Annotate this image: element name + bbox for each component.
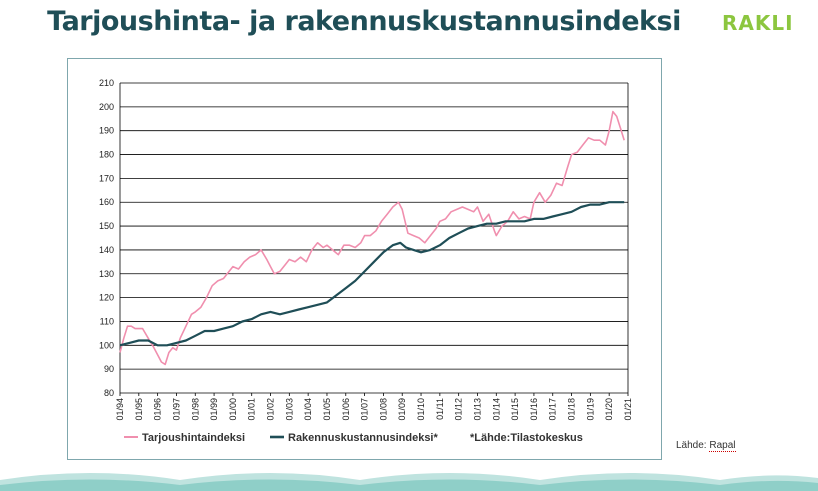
y-tick-label: 180 (99, 150, 114, 160)
x-tick-label: 01/95 (134, 398, 144, 421)
source-note-name: Rapal (709, 440, 736, 452)
x-tick-label: 01/97 (171, 398, 181, 421)
x-tick-label: 01/94 (115, 398, 125, 421)
y-tick-label: 80 (104, 388, 114, 398)
x-tick-label: 01/21 (623, 398, 633, 421)
x-tick-label: 01/14 (491, 398, 501, 421)
x-tick-label: 01/96 (153, 398, 163, 421)
slide-title: Tarjoushinta- ja rakennuskustannusindeks… (47, 6, 681, 37)
y-tick-label: 90 (104, 364, 114, 374)
y-tick-label: 200 (99, 102, 114, 112)
y-tick-label: 210 (99, 78, 114, 88)
x-tick-label: 01/02 (266, 398, 276, 421)
x-tick-label: 01/19 (585, 398, 595, 421)
series-line-2 (119, 201, 625, 347)
y-tick-label: 150 (99, 221, 114, 231)
x-tick-label: 01/13 (472, 398, 482, 421)
x-tick-label: 01/05 (322, 398, 332, 421)
x-tick-label: 01/16 (529, 398, 539, 421)
x-tick-label: 01/20 (604, 398, 614, 421)
y-tick-label: 130 (99, 269, 114, 279)
y-tick-label: 140 (99, 245, 114, 255)
x-tick-label: 01/06 (341, 398, 351, 421)
x-tick-label: 01/17 (548, 398, 558, 421)
x-tick-label: 01/10 (416, 398, 426, 421)
source-note-prefix: Lähde: (676, 440, 710, 451)
x-tick-label: 01/11 (435, 398, 445, 420)
y-tick-label: 120 (99, 293, 114, 303)
y-tick-label: 100 (99, 340, 114, 350)
x-tick-label: 01/01 (247, 398, 257, 421)
y-tick-label: 170 (99, 173, 114, 183)
x-tick-label: 01/18 (567, 398, 577, 421)
y-tick-label: 110 (100, 316, 114, 326)
series-line-1 (119, 110, 625, 366)
x-tick-label: 01/00 (228, 398, 238, 421)
chart-frame: 80 90 100 110 120 130 140 150 160 170 180 190 200 210… (67, 58, 662, 460)
x-tick-label: 01/09 (397, 398, 407, 421)
line-chart: 80 90 100 110 120 130 140 150 160 170 180 190 200 210… (99, 78, 633, 444)
x-tick-label: 01/15 (510, 398, 520, 421)
x-tick-label: 01/99 (209, 398, 219, 421)
source-note: Lähde: Rapal (676, 440, 736, 452)
y-tick-label: 160 (99, 197, 114, 207)
x-tick-label: 01/04 (303, 398, 313, 421)
rakli-logo: RAKLI (722, 11, 794, 35)
x-tick-label: 01/98 (190, 398, 200, 421)
legend-source-note: *Lähde:Tilastokeskus (470, 432, 583, 444)
decorative-wave-band (0, 473, 818, 491)
legend-label-2: Rakennuskustannusindeksi* (288, 432, 438, 444)
x-tick-label: 01/03 (284, 398, 294, 421)
x-tick-label: 01/08 (378, 398, 388, 421)
x-tick-label: 01/07 (360, 398, 370, 421)
y-tick-label: 190 (99, 126, 114, 136)
x-tick-label: 01/12 (454, 398, 464, 421)
legend-label-1: Tarjoushintaindeksi (142, 432, 245, 444)
